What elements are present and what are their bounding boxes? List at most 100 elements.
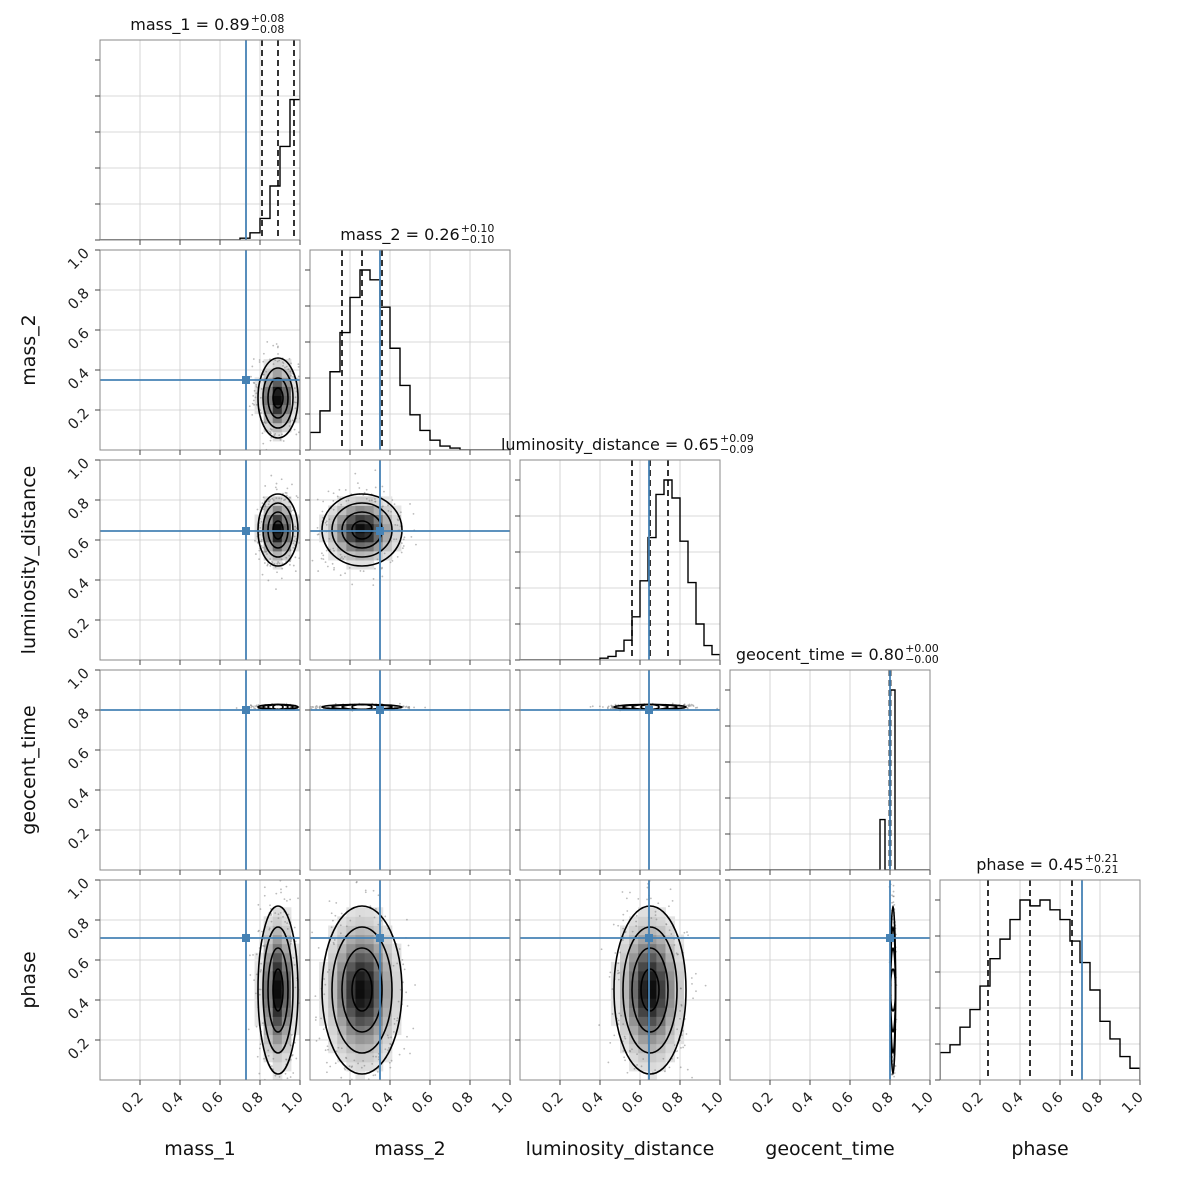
- density-cell: [382, 998, 393, 1008]
- density-cell: [254, 980, 265, 990]
- density-cell: [629, 970, 639, 981]
- sample-point: [650, 1103, 652, 1105]
- density-cell: [346, 998, 356, 1008]
- sample-point: [399, 988, 402, 991]
- sample-point: [272, 499, 275, 501]
- density-cell: [647, 980, 657, 990]
- density-cell: [290, 980, 300, 990]
- y-tick-label: 0.2: [65, 406, 93, 434]
- sample-point: [396, 518, 399, 521]
- sample-point: [621, 891, 624, 893]
- sample-point: [276, 562, 279, 565]
- density-cell: [290, 1016, 300, 1026]
- density-cell: [272, 989, 283, 999]
- sample-point: [646, 886, 649, 889]
- density-cell: [364, 952, 375, 963]
- sample-point: [330, 912, 333, 915]
- sample-point: [248, 405, 251, 408]
- density-cell: [382, 989, 393, 999]
- sample-point: [293, 926, 296, 929]
- sample-point: [673, 1044, 676, 1046]
- sample-point: [622, 1050, 625, 1052]
- sample-point: [398, 1053, 401, 1056]
- density-cell: [638, 916, 648, 926]
- sample-point: [274, 359, 277, 362]
- sample-point: [292, 542, 295, 545]
- sample-point: [266, 1084, 268, 1086]
- sample-point: [284, 491, 287, 494]
- histogram-step-geocent_time: [730, 689, 930, 870]
- sample-point: [266, 564, 269, 567]
- sample-point: [326, 971, 329, 973]
- sample-point: [332, 492, 335, 495]
- density-cell: [656, 980, 666, 990]
- density-cell: [281, 952, 292, 963]
- panel-frame: [99, 249, 301, 451]
- density-cell: [355, 916, 366, 926]
- density-cell: [281, 395, 292, 406]
- sample-point: [327, 1048, 329, 1051]
- sample-point: [380, 567, 383, 570]
- contour-level-4: [257, 905, 299, 1075]
- density-cell: [281, 907, 292, 917]
- panel-frame: [939, 879, 1141, 1081]
- density-cell: [337, 514, 347, 525]
- sample-point: [293, 401, 296, 404]
- density-cell: [620, 934, 630, 945]
- sample-point: [892, 1083, 894, 1085]
- sample-point: [332, 499, 335, 502]
- sample-point: [694, 972, 697, 975]
- sample-point: [260, 412, 262, 414]
- density-cell: [272, 496, 283, 506]
- truth-marker: [376, 527, 384, 535]
- sample-point: [269, 558, 272, 560]
- sample-point: [647, 1081, 649, 1083]
- density-cell: [674, 998, 685, 1008]
- sample-point: [252, 705, 255, 708]
- density-cell: [364, 1052, 375, 1063]
- sample-point: [258, 929, 260, 932]
- sample-point: [626, 1071, 629, 1074]
- sample-point: [270, 914, 272, 917]
- density-cell: [629, 1016, 639, 1026]
- sample-point: [301, 994, 303, 996]
- sample-point: [683, 1044, 686, 1047]
- density-cell: [337, 1007, 347, 1017]
- density-cell: [328, 1025, 338, 1036]
- density-cell: [382, 970, 393, 981]
- sample-point: [648, 1086, 650, 1088]
- density-cell: [382, 1052, 393, 1063]
- sample-point: [333, 939, 336, 941]
- panel-geocent_time-vs-mass_1: 0.2 0.4 0.6 0.8 1.0 geocent_time: [18, 666, 301, 875]
- sample-point: [278, 497, 281, 500]
- sample-point: [679, 987, 682, 990]
- y-axis-label-mass_2: mass_2: [18, 314, 40, 386]
- sample-point: [390, 510, 392, 513]
- panel-frame: [99, 39, 301, 241]
- sample-point: [409, 1052, 411, 1055]
- sample-point: [320, 557, 323, 560]
- density-cell: [272, 368, 283, 378]
- density-cell: [272, 550, 283, 561]
- sample-point: [255, 992, 257, 995]
- sample-point: [285, 1058, 288, 1061]
- sample-point: [368, 499, 371, 502]
- density-cell: [382, 1007, 393, 1017]
- sample-point: [335, 902, 338, 904]
- truth-marker: [242, 376, 250, 384]
- sample-point: [272, 344, 275, 347]
- sample-point: [293, 387, 296, 390]
- sample-point: [278, 1075, 281, 1078]
- density-cell: [647, 970, 657, 981]
- panel-title-phase: phase = 0.45: [976, 855, 1083, 874]
- density-cell: [355, 560, 366, 570]
- contour-level-1: [272, 968, 284, 1012]
- sample-point: [665, 923, 668, 926]
- sample-point: [321, 510, 324, 513]
- sample-point: [319, 705, 322, 708]
- density-cell: [346, 943, 356, 954]
- density-cell: [272, 404, 283, 415]
- sample-point: [280, 577, 283, 580]
- density-cell: [346, 961, 356, 972]
- sample-point: [258, 993, 261, 996]
